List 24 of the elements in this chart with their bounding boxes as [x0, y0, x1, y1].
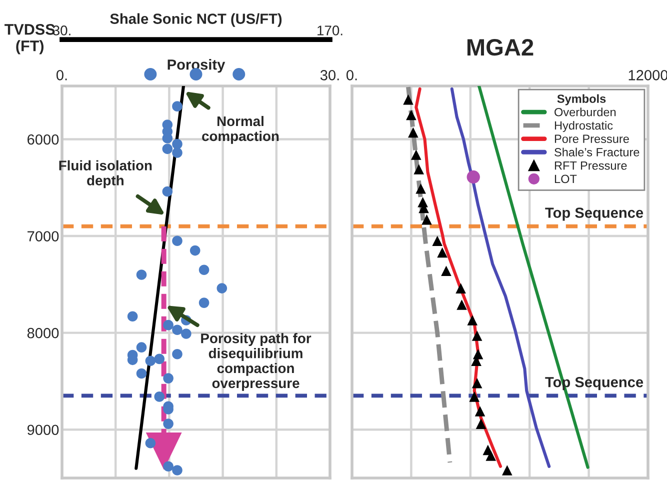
y-tick-label: 9000 [27, 424, 59, 436]
legend-title: Symbols [557, 94, 606, 106]
annotation: Porosity path for disequilibrium compaction overpressure [201, 333, 312, 391]
y-tick-label: 8000 [27, 328, 59, 338]
x-tick-label: 0. [346, 70, 357, 80]
legend-label: Overburden [554, 108, 616, 116]
chart-title: MGA2 [467, 38, 534, 56]
ref-line-label: Top Sequence [545, 208, 644, 221]
annotation: Normal compaction [202, 116, 279, 144]
x-tick-label: 30. [320, 70, 339, 80]
x-axis-title: Porosity [168, 59, 226, 73]
x2-tick-label: 30. [52, 26, 70, 36]
annotation: Fluid isolation depth [59, 160, 152, 188]
x2-tick-label: 170. [318, 26, 342, 36]
y-axis-title: TVDSS (FT) [4, 24, 55, 54]
legend-label: RFT Pressure [554, 162, 627, 170]
legend-label: LOT [554, 174, 577, 184]
legend-label: Shale’s Fracture [554, 148, 640, 156]
x-tick-label: 0. [56, 70, 67, 80]
legend-label: Pore Pressure [554, 134, 629, 144]
y-tick-label: 7000 [28, 231, 59, 242]
legend-label: Hydrostatic [554, 120, 613, 132]
x2-axis-title: Shale Sonic NCT (US/FT) [110, 13, 282, 27]
y-tick-label: 6000 [28, 134, 59, 145]
